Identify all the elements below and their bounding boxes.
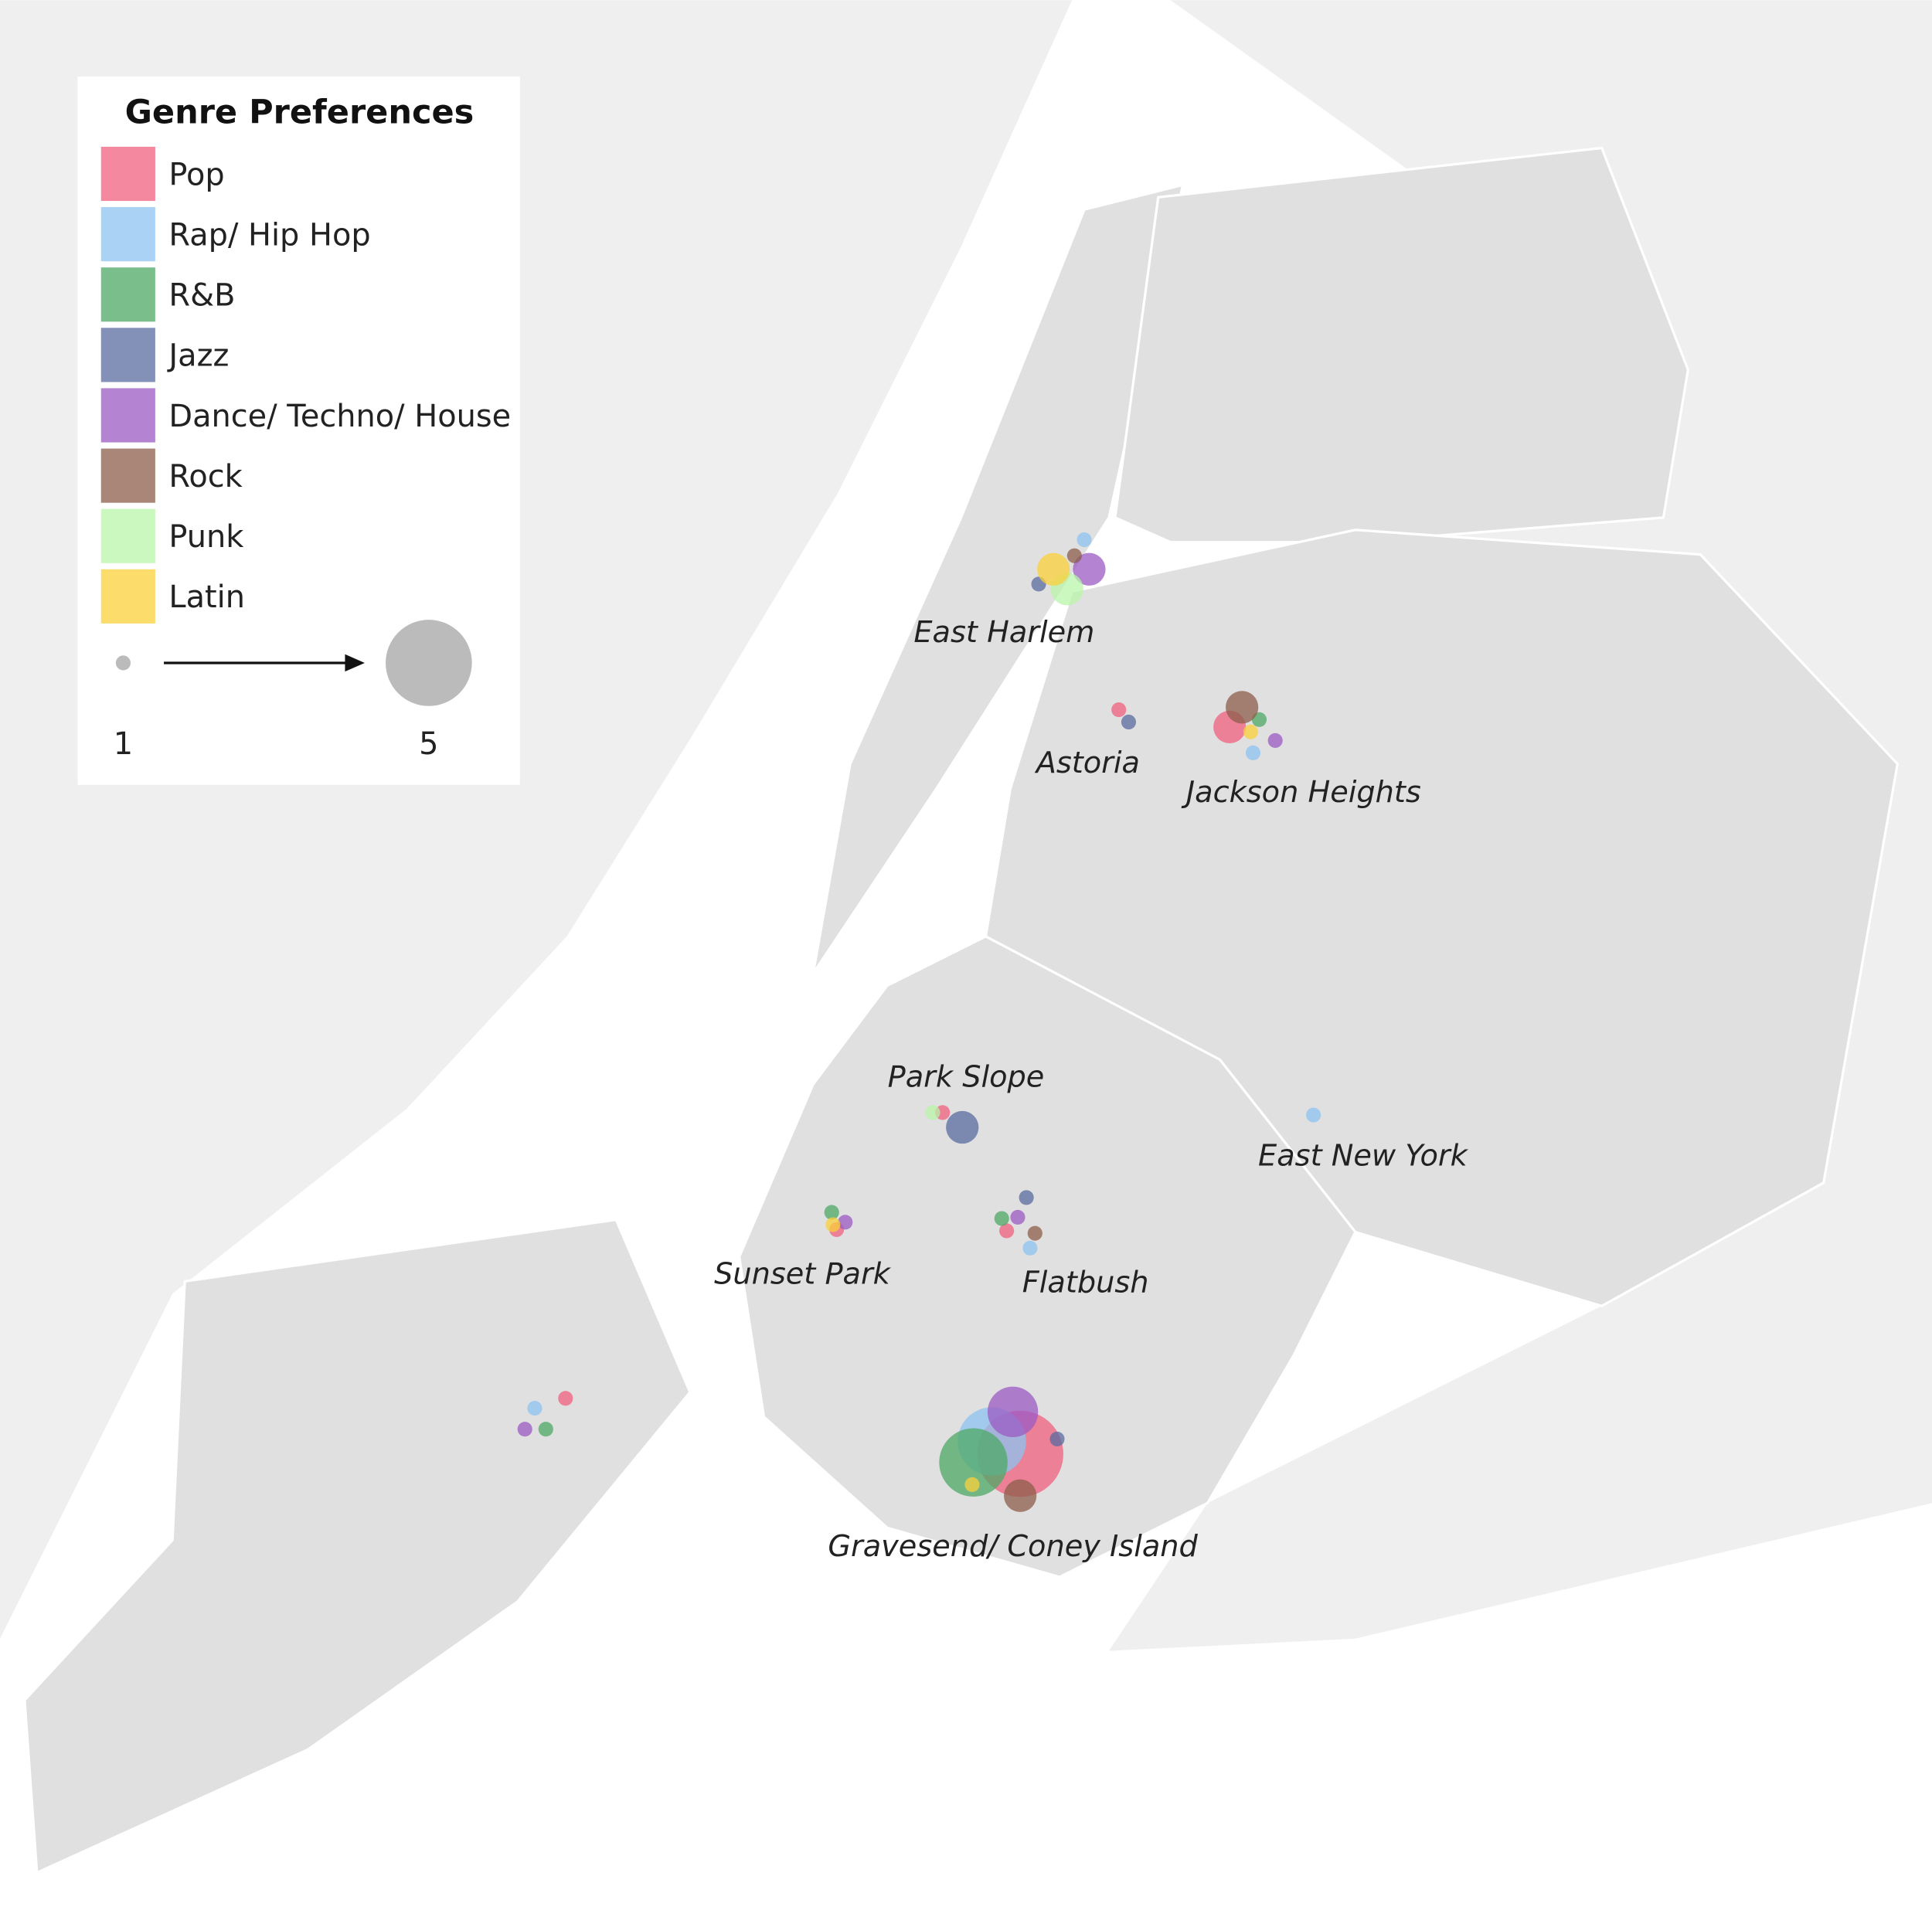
bubble	[1019, 1190, 1034, 1205]
bubble	[1077, 532, 1092, 548]
staten-island	[23, 1218, 692, 1875]
bubble	[1027, 1225, 1043, 1241]
legend-label: Rock	[168, 459, 242, 494]
size-legend-label: 1	[114, 726, 133, 762]
bubble	[999, 1223, 1015, 1239]
bubble	[987, 1386, 1039, 1438]
bubble	[558, 1391, 573, 1406]
neighborhood-label: Gravesend/ Coney Island	[828, 1529, 1198, 1564]
bubble	[1004, 1479, 1037, 1512]
neighborhood-label: Sunset Park	[714, 1257, 892, 1292]
bubble	[527, 1401, 543, 1416]
bubble	[838, 1215, 853, 1230]
legend-swatch	[100, 267, 155, 322]
bubble	[1243, 724, 1258, 739]
bubble	[939, 1428, 1008, 1497]
legend-swatch	[100, 448, 155, 503]
bubble	[1066, 548, 1082, 563]
legend-label: Rap/ Hip Hop	[168, 217, 370, 253]
legend-title: Genre Preferences	[125, 93, 474, 132]
bubble	[1267, 732, 1283, 748]
long-island	[1108, 1170, 1932, 1651]
bubble	[1245, 745, 1261, 760]
bubble	[1306, 1107, 1321, 1123]
bubble	[1073, 552, 1106, 586]
legend-label: Dance/ Techno/ House	[168, 399, 511, 434]
bubble	[538, 1422, 553, 1437]
bubble	[994, 1211, 1009, 1226]
legend-swatch	[100, 207, 155, 262]
legend-swatch	[100, 328, 155, 382]
bubble	[1226, 691, 1259, 724]
neighborhood-label: East Harlem	[913, 615, 1094, 650]
neighborhood-label: Flatbush	[1022, 1266, 1149, 1300]
bubble	[825, 1217, 841, 1232]
legend-swatch	[100, 508, 155, 563]
size-legend-min	[115, 655, 131, 671]
neighborhood-label: Park Slope	[888, 1059, 1045, 1094]
bubble	[925, 1105, 940, 1120]
neighborhood-label: Jackson Heights	[1181, 775, 1421, 810]
bubble	[1111, 702, 1127, 718]
brooklyn	[737, 935, 1357, 1579]
neighborhood-label: Astoria	[1034, 746, 1140, 780]
bubble	[517, 1422, 532, 1437]
legend-swatch	[100, 146, 155, 202]
bronx	[1114, 146, 1689, 544]
arrow-head	[345, 654, 365, 672]
neighborhood-label: East New York	[1258, 1138, 1469, 1173]
size-legend-label: 5	[419, 726, 438, 762]
legend-label: Pop	[168, 157, 224, 192]
bubble	[946, 1110, 979, 1144]
legend-label: Latin	[168, 579, 245, 615]
legend-swatch	[100, 569, 155, 624]
legend-label: R&B	[168, 278, 235, 314]
legend-swatch	[100, 388, 155, 443]
legend-label: Jazz	[166, 338, 229, 374]
bubble	[1121, 714, 1137, 730]
bubble	[1037, 552, 1070, 586]
bubble	[1049, 1431, 1065, 1446]
bubble	[1022, 1240, 1038, 1256]
legend-label: Punk	[168, 519, 243, 555]
bubble	[824, 1205, 839, 1220]
bubble	[1010, 1209, 1026, 1225]
size-legend-max	[386, 620, 472, 706]
bubble	[964, 1477, 980, 1492]
